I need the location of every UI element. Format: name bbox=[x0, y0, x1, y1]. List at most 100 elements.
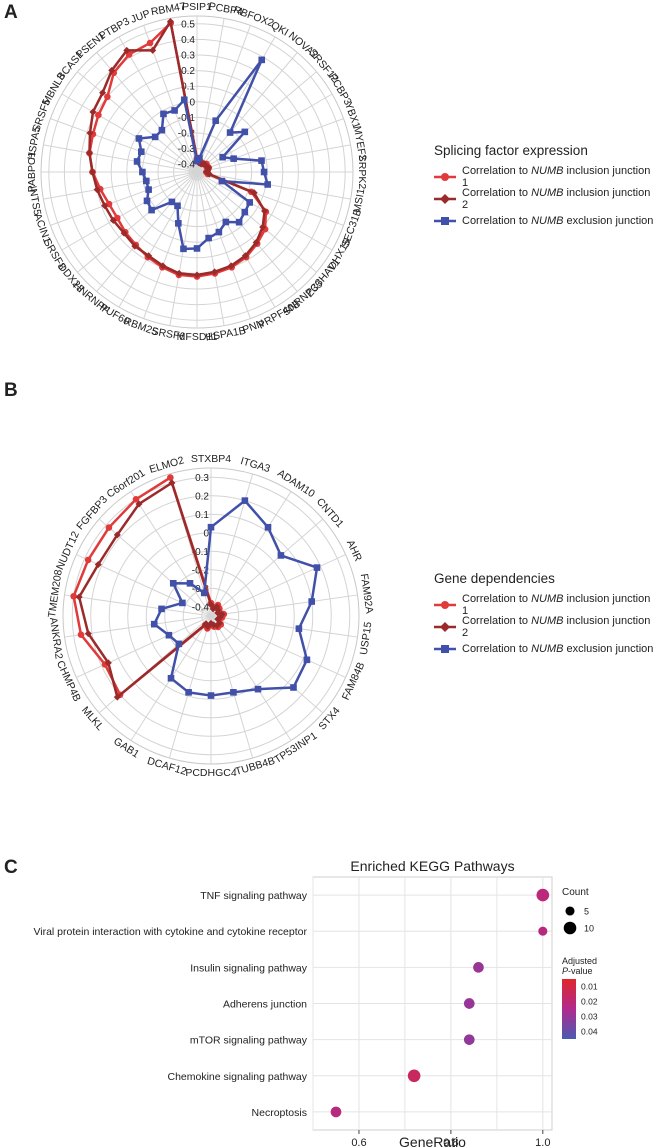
data-point bbox=[165, 631, 173, 639]
data-point bbox=[145, 252, 153, 260]
data-point bbox=[259, 223, 267, 231]
data-point bbox=[207, 523, 215, 531]
data-point bbox=[108, 66, 116, 74]
legend-gene-dependencies: Gene dependencies Correlation to NUMB in… bbox=[434, 571, 654, 660]
data-point bbox=[143, 177, 150, 185]
data-point bbox=[171, 107, 178, 114]
category-label: MFSD11 bbox=[177, 331, 218, 343]
data-point bbox=[113, 531, 121, 539]
category-label: RBFOX2 bbox=[232, 4, 276, 30]
data-point bbox=[227, 262, 235, 270]
data-point bbox=[212, 117, 219, 124]
spoke-line bbox=[210, 615, 254, 759]
data-point bbox=[193, 245, 201, 252]
data-point bbox=[123, 46, 131, 54]
category-label: mTOR signaling pathway bbox=[190, 1035, 308, 1047]
category-label: Viral protein interaction with cytokine … bbox=[33, 926, 307, 938]
radar-grid bbox=[62, 467, 360, 765]
panel-a-label: A bbox=[4, 2, 18, 23]
spoke-line bbox=[130, 491, 212, 617]
data-point bbox=[252, 239, 260, 247]
data-point bbox=[254, 685, 262, 693]
data-point bbox=[536, 888, 550, 902]
data-point bbox=[104, 93, 111, 101]
data-point bbox=[241, 208, 249, 216]
spoke-line bbox=[210, 554, 346, 617]
category-label: PTBP3 bbox=[97, 15, 132, 42]
data-point bbox=[175, 640, 183, 648]
spoke-line bbox=[196, 171, 351, 200]
spoke-line bbox=[43, 171, 198, 200]
dot-plot-kegg-pathways: Enriched KEGG Pathways TNF signaling path… bbox=[33, 858, 598, 1148]
x-tick-label: 0.6 bbox=[351, 1137, 366, 1148]
data-point bbox=[200, 589, 208, 597]
data-point bbox=[205, 170, 213, 178]
data-point bbox=[150, 620, 158, 628]
data-point bbox=[250, 189, 258, 197]
data-point bbox=[168, 479, 176, 487]
series-square bbox=[150, 497, 321, 699]
data-point bbox=[180, 96, 188, 104]
legend-item-exclusion: Correlation to NUMB exclusion junction bbox=[434, 638, 654, 660]
data-point bbox=[179, 599, 186, 607]
category-label: Chemokine signaling pathway bbox=[168, 1071, 308, 1083]
data-point bbox=[313, 564, 321, 571]
spoke-line bbox=[50, 118, 198, 173]
data-point bbox=[207, 601, 215, 609]
data-point bbox=[211, 268, 219, 276]
data-point bbox=[132, 495, 140, 503]
spoke-line bbox=[196, 171, 225, 326]
radial-tick-label: -0.4 bbox=[192, 602, 210, 613]
data-point bbox=[160, 110, 167, 118]
grid bbox=[312, 877, 552, 1130]
data-point bbox=[213, 621, 221, 629]
legend-label: Correlation to NUMB inclusion junction 1 bbox=[462, 165, 651, 189]
data-point bbox=[174, 202, 181, 210]
data-point bbox=[202, 620, 210, 628]
data-point bbox=[86, 129, 94, 137]
radial-tick-label: 0.1 bbox=[181, 82, 195, 93]
spoke-line bbox=[210, 615, 358, 638]
radar-chart-gene-dependencies: STXBP4 ITGA3ADAM10CNTD1AHRFAM92AUSP15FAM8… bbox=[46, 453, 376, 779]
spoke-line bbox=[118, 171, 198, 308]
data-point bbox=[104, 659, 112, 667]
data-point bbox=[135, 500, 143, 508]
data-point bbox=[193, 271, 201, 279]
spoke-line bbox=[118, 36, 198, 173]
data-point bbox=[158, 605, 165, 613]
data-point bbox=[308, 598, 316, 605]
legend-swatch-blue-square bbox=[434, 645, 456, 653]
data-point bbox=[463, 998, 475, 1009]
spoke-line bbox=[168, 615, 212, 759]
category-label: JUP bbox=[129, 8, 152, 26]
data-point bbox=[230, 155, 237, 162]
data-point bbox=[168, 198, 176, 206]
spoke-line bbox=[143, 171, 198, 319]
data-point bbox=[196, 154, 203, 162]
chart-title: Enriched KEGG Pathways bbox=[350, 858, 514, 874]
data-point bbox=[235, 218, 243, 226]
data-point bbox=[89, 108, 97, 116]
legend-item-exclusion: Correlation to NUMB exclusion junction bbox=[434, 210, 654, 232]
category-label: AHR bbox=[344, 538, 364, 564]
category-label: MLKL bbox=[79, 704, 106, 733]
data-point bbox=[148, 206, 155, 214]
data-point bbox=[207, 692, 215, 699]
legend-color-label: 0.03 bbox=[581, 1012, 598, 1022]
radial-tick-label: 0.2 bbox=[195, 491, 209, 502]
category-label: ACIN1 bbox=[31, 212, 53, 245]
legend-color-label: 0.04 bbox=[581, 1027, 598, 1037]
radial-tick-label: -0.4 bbox=[178, 160, 196, 171]
category-label: STX4 bbox=[316, 705, 342, 733]
data-point bbox=[260, 168, 268, 176]
legend-swatch-darkred-diamond bbox=[434, 194, 456, 204]
data-point bbox=[290, 684, 297, 691]
category-label: FAM92A bbox=[358, 573, 376, 615]
series-diamond bbox=[85, 17, 269, 279]
data-point bbox=[88, 168, 96, 176]
data-point bbox=[175, 220, 182, 227]
data-point bbox=[463, 1034, 475, 1045]
legend-color-label: 0.02 bbox=[581, 997, 598, 1007]
radial-tick-label: -0.1 bbox=[178, 113, 196, 124]
radial-tick-label: 0 bbox=[203, 528, 209, 539]
